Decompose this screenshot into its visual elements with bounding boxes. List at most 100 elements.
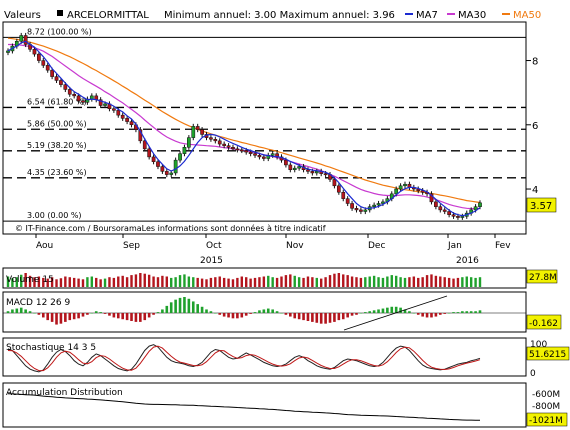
macd-bar bbox=[227, 313, 230, 318]
volume-bar bbox=[174, 277, 177, 287]
stochastic-panel bbox=[2, 337, 527, 377]
volume-bar bbox=[192, 277, 195, 287]
volume-bar bbox=[42, 277, 45, 287]
volume-bar bbox=[284, 275, 288, 287]
macd-bar bbox=[236, 313, 239, 319]
volume-bar bbox=[461, 277, 464, 287]
volume-bar bbox=[24, 273, 27, 287]
macd-bar bbox=[72, 313, 76, 320]
volume-bar bbox=[439, 276, 442, 287]
candle-down bbox=[332, 179, 337, 187]
macd-bar bbox=[19, 307, 23, 313]
volume-value-box bbox=[526, 269, 558, 284]
macd-bar bbox=[139, 313, 142, 322]
volume-bar bbox=[403, 277, 407, 287]
accdist-path bbox=[7, 393, 481, 421]
accdist-value: -1021M bbox=[529, 416, 563, 426]
stochastic-d-path bbox=[7, 345, 481, 372]
candle-up bbox=[460, 216, 465, 218]
volume-bar bbox=[324, 277, 327, 287]
candle-down bbox=[213, 138, 218, 142]
macd-bar bbox=[469, 311, 473, 313]
date-tick-label: Aou bbox=[36, 241, 53, 251]
volume-bar bbox=[434, 275, 438, 287]
volume-bar bbox=[302, 277, 305, 287]
macd-bar bbox=[377, 309, 380, 313]
candle-up bbox=[178, 153, 182, 161]
year-label-2016: 2016 bbox=[456, 256, 479, 266]
macd-bar bbox=[64, 313, 67, 322]
legend-ma30-label: MA30 bbox=[458, 10, 486, 21]
candle-down bbox=[195, 126, 200, 130]
macd-bar bbox=[28, 311, 32, 313]
volume-bar bbox=[214, 277, 217, 287]
volume-bar bbox=[452, 278, 455, 287]
macd-bar bbox=[368, 311, 372, 313]
stochastic-value-box bbox=[526, 346, 570, 361]
candle-down bbox=[156, 161, 160, 167]
candle-up bbox=[314, 171, 319, 174]
candle-down bbox=[160, 166, 165, 172]
candle-down bbox=[37, 53, 41, 61]
volume-bar bbox=[178, 275, 182, 287]
volume-bar bbox=[6, 276, 10, 287]
macd-bar bbox=[68, 313, 72, 321]
date-tick-label: Sep bbox=[123, 241, 140, 251]
volume-bar bbox=[95, 277, 98, 287]
volume-bar bbox=[130, 275, 133, 287]
volume-bar bbox=[245, 277, 248, 287]
stoch-tick-100: 100 bbox=[530, 340, 547, 350]
candle-down bbox=[447, 211, 451, 215]
price-axis: 8 6 4 bbox=[526, 57, 538, 196]
price-tick-label: 8 bbox=[532, 57, 538, 68]
macd-bar bbox=[24, 309, 27, 313]
macd-bar bbox=[293, 313, 297, 319]
stochastic-title: Stochastique 14 3 5 bbox=[6, 343, 96, 353]
macd-bar bbox=[99, 312, 102, 313]
macd-bar bbox=[306, 313, 310, 321]
volume-bar bbox=[86, 277, 89, 287]
macd-bar bbox=[77, 313, 80, 319]
ma30-path bbox=[8, 43, 481, 210]
volume-bar bbox=[125, 277, 129, 287]
volume-bar bbox=[46, 278, 49, 287]
macd-bar bbox=[108, 313, 111, 316]
macd-panel bbox=[2, 291, 527, 333]
macd-bar bbox=[244, 313, 248, 316]
candle-down bbox=[231, 147, 235, 150]
macd-bar bbox=[103, 313, 107, 314]
ma30-line bbox=[8, 43, 481, 210]
volume-bar bbox=[390, 275, 393, 287]
volume-bar bbox=[386, 276, 389, 287]
macd-bar bbox=[196, 304, 199, 313]
candle-down bbox=[217, 140, 222, 145]
volume-bar bbox=[267, 275, 270, 287]
candle-down bbox=[262, 156, 266, 159]
candle-down bbox=[257, 155, 262, 158]
macd-bar bbox=[94, 311, 98, 313]
volume-bar bbox=[99, 279, 102, 287]
volume-bar bbox=[209, 277, 213, 287]
fib-label: 8.72 (100.00 %) bbox=[27, 27, 92, 36]
fib-label: 5.86 (50.00 %) bbox=[27, 119, 87, 128]
volume-bar bbox=[355, 277, 358, 287]
macd-bar bbox=[403, 309, 407, 313]
macd-title: MACD 12 26 9 bbox=[6, 298, 70, 308]
accdist-title: Accumulation Distribution bbox=[6, 388, 123, 398]
candle-down bbox=[248, 151, 253, 154]
macd-bar bbox=[311, 313, 314, 322]
volume-bar bbox=[372, 275, 376, 287]
stochastic-lines bbox=[7, 344, 481, 373]
macd-bar bbox=[430, 313, 433, 318]
footer-note: © IT-Finance.com / BoursoramaLes informa… bbox=[15, 223, 326, 233]
volume-bar bbox=[147, 274, 151, 287]
macd-bar bbox=[161, 309, 164, 313]
volume-bar bbox=[421, 277, 424, 287]
candle-down bbox=[142, 140, 147, 150]
volume-bar bbox=[231, 279, 235, 287]
macd-bar bbox=[408, 311, 411, 313]
candle-down bbox=[59, 80, 63, 85]
candle-down bbox=[41, 60, 46, 66]
volume-bar bbox=[377, 277, 380, 287]
macd-bar bbox=[253, 312, 257, 313]
